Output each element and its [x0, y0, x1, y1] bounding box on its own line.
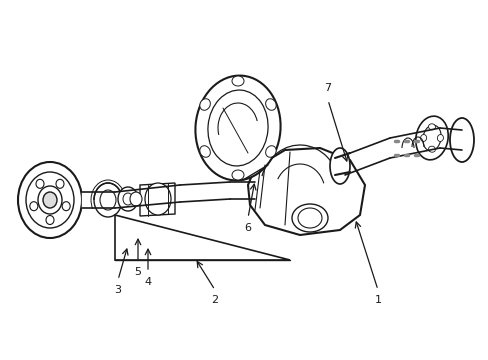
Ellipse shape: [207, 90, 267, 166]
Text: 5: 5: [134, 267, 141, 277]
Text: 1: 1: [374, 295, 381, 305]
Ellipse shape: [415, 116, 447, 160]
Ellipse shape: [231, 76, 244, 86]
Ellipse shape: [46, 216, 54, 225]
Ellipse shape: [265, 146, 276, 157]
Ellipse shape: [18, 162, 82, 238]
Text: 6: 6: [244, 223, 251, 233]
Text: 3: 3: [114, 285, 121, 295]
Ellipse shape: [449, 118, 473, 162]
Ellipse shape: [291, 204, 327, 232]
Polygon shape: [247, 148, 364, 235]
Ellipse shape: [195, 76, 280, 180]
Text: 7: 7: [324, 83, 331, 93]
Ellipse shape: [36, 179, 44, 188]
Ellipse shape: [427, 146, 435, 152]
Ellipse shape: [94, 183, 122, 217]
Text: 4: 4: [144, 277, 151, 287]
Ellipse shape: [231, 170, 244, 180]
Ellipse shape: [200, 146, 210, 157]
Ellipse shape: [329, 148, 349, 184]
Ellipse shape: [427, 124, 435, 130]
Ellipse shape: [130, 192, 142, 206]
Polygon shape: [115, 215, 289, 260]
Text: 2: 2: [211, 295, 218, 305]
Ellipse shape: [100, 190, 116, 210]
Ellipse shape: [43, 192, 57, 208]
Ellipse shape: [123, 193, 133, 205]
Ellipse shape: [200, 99, 210, 110]
Ellipse shape: [26, 172, 74, 228]
Ellipse shape: [265, 99, 276, 110]
Ellipse shape: [62, 202, 70, 211]
Polygon shape: [140, 183, 175, 216]
Ellipse shape: [422, 125, 440, 151]
Ellipse shape: [30, 202, 38, 211]
Ellipse shape: [420, 135, 426, 141]
Ellipse shape: [38, 186, 62, 214]
Ellipse shape: [118, 187, 138, 211]
Ellipse shape: [145, 183, 171, 215]
Ellipse shape: [436, 135, 443, 141]
Ellipse shape: [56, 179, 64, 188]
